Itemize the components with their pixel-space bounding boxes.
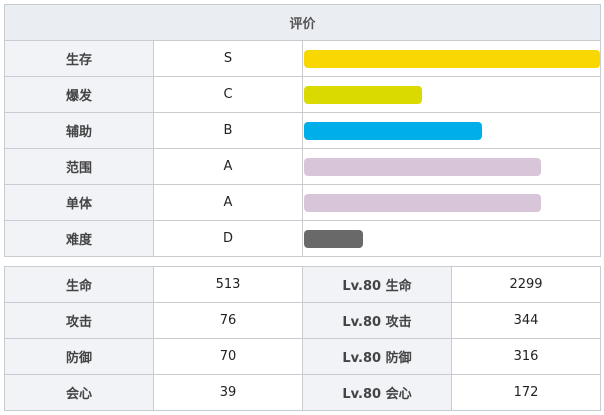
stat-value: 76 bbox=[153, 302, 303, 339]
rating-row: 难度 D bbox=[4, 220, 602, 257]
rating-bar-cell bbox=[301, 76, 602, 113]
rating-table: 评价 生存 S 爆发 C 辅助 B 范围 A 单体 A 难度 D bbox=[3, 4, 602, 257]
rating-label: 生存 bbox=[4, 40, 154, 77]
stat-lv80-value: 172 bbox=[451, 374, 601, 411]
rating-row: 单体 A bbox=[4, 184, 602, 221]
stat-value: 70 bbox=[153, 338, 303, 375]
rating-label: 爆发 bbox=[4, 76, 154, 113]
rating-label: 难度 bbox=[4, 220, 154, 257]
stats-row: 攻击 76 Lv.80 攻击 344 bbox=[4, 302, 601, 339]
stat-lv80-value: 316 bbox=[451, 338, 601, 375]
stat-label: 防御 bbox=[4, 338, 154, 375]
stats-table: 生命 513 Lv.80 生命 2299 攻击 76 Lv.80 攻击 344 防御 70 Lv.8… bbox=[4, 266, 601, 411]
rating-bar-cell bbox=[301, 184, 602, 221]
stat-label: 攻击 bbox=[4, 302, 154, 339]
stat-lv80-label: Lv.80 生命 bbox=[302, 266, 452, 303]
stat-label: 生命 bbox=[4, 266, 154, 303]
stats-row: 会心 39 Lv.80 会心 172 bbox=[4, 374, 601, 411]
rating-bar bbox=[304, 121, 482, 140]
rating-row: 范围 A bbox=[4, 148, 602, 185]
rating-label: 辅助 bbox=[4, 112, 154, 149]
rating-grade: D bbox=[153, 220, 303, 257]
rating-bar bbox=[304, 193, 541, 212]
rating-grade: C bbox=[153, 76, 303, 113]
rating-grade: B bbox=[153, 112, 303, 149]
rating-header: 评价 bbox=[3, 4, 602, 41]
rating-label: 单体 bbox=[4, 184, 154, 221]
rating-bar-cell bbox=[301, 148, 602, 185]
rating-row: 生存 S bbox=[4, 40, 602, 77]
stats-row: 生命 513 Lv.80 生命 2299 bbox=[4, 266, 601, 303]
stat-lv80-label: Lv.80 攻击 bbox=[302, 302, 452, 339]
stats-row: 防御 70 Lv.80 防御 316 bbox=[4, 338, 601, 375]
stat-label: 会心 bbox=[4, 374, 154, 411]
rating-grade: S bbox=[153, 40, 303, 77]
rating-bar bbox=[304, 85, 423, 104]
rating-bar bbox=[304, 157, 541, 176]
rating-row: 爆发 C bbox=[4, 76, 602, 113]
stat-lv80-label: Lv.80 会心 bbox=[302, 374, 452, 411]
rating-bar-cell bbox=[301, 220, 602, 257]
stat-lv80-label: Lv.80 防御 bbox=[302, 338, 452, 375]
rating-bar-cell bbox=[301, 112, 602, 149]
rating-grade: A bbox=[153, 184, 303, 221]
stat-lv80-value: 2299 bbox=[451, 266, 601, 303]
rating-grade: A bbox=[153, 148, 303, 185]
stat-value: 513 bbox=[153, 266, 303, 303]
rating-bar bbox=[304, 229, 364, 248]
rating-bar-cell bbox=[301, 40, 602, 77]
rating-bar bbox=[304, 49, 600, 68]
stat-value: 39 bbox=[153, 374, 303, 411]
rating-label: 范围 bbox=[4, 148, 154, 185]
rating-row: 辅助 B bbox=[4, 112, 602, 149]
stat-lv80-value: 344 bbox=[451, 302, 601, 339]
